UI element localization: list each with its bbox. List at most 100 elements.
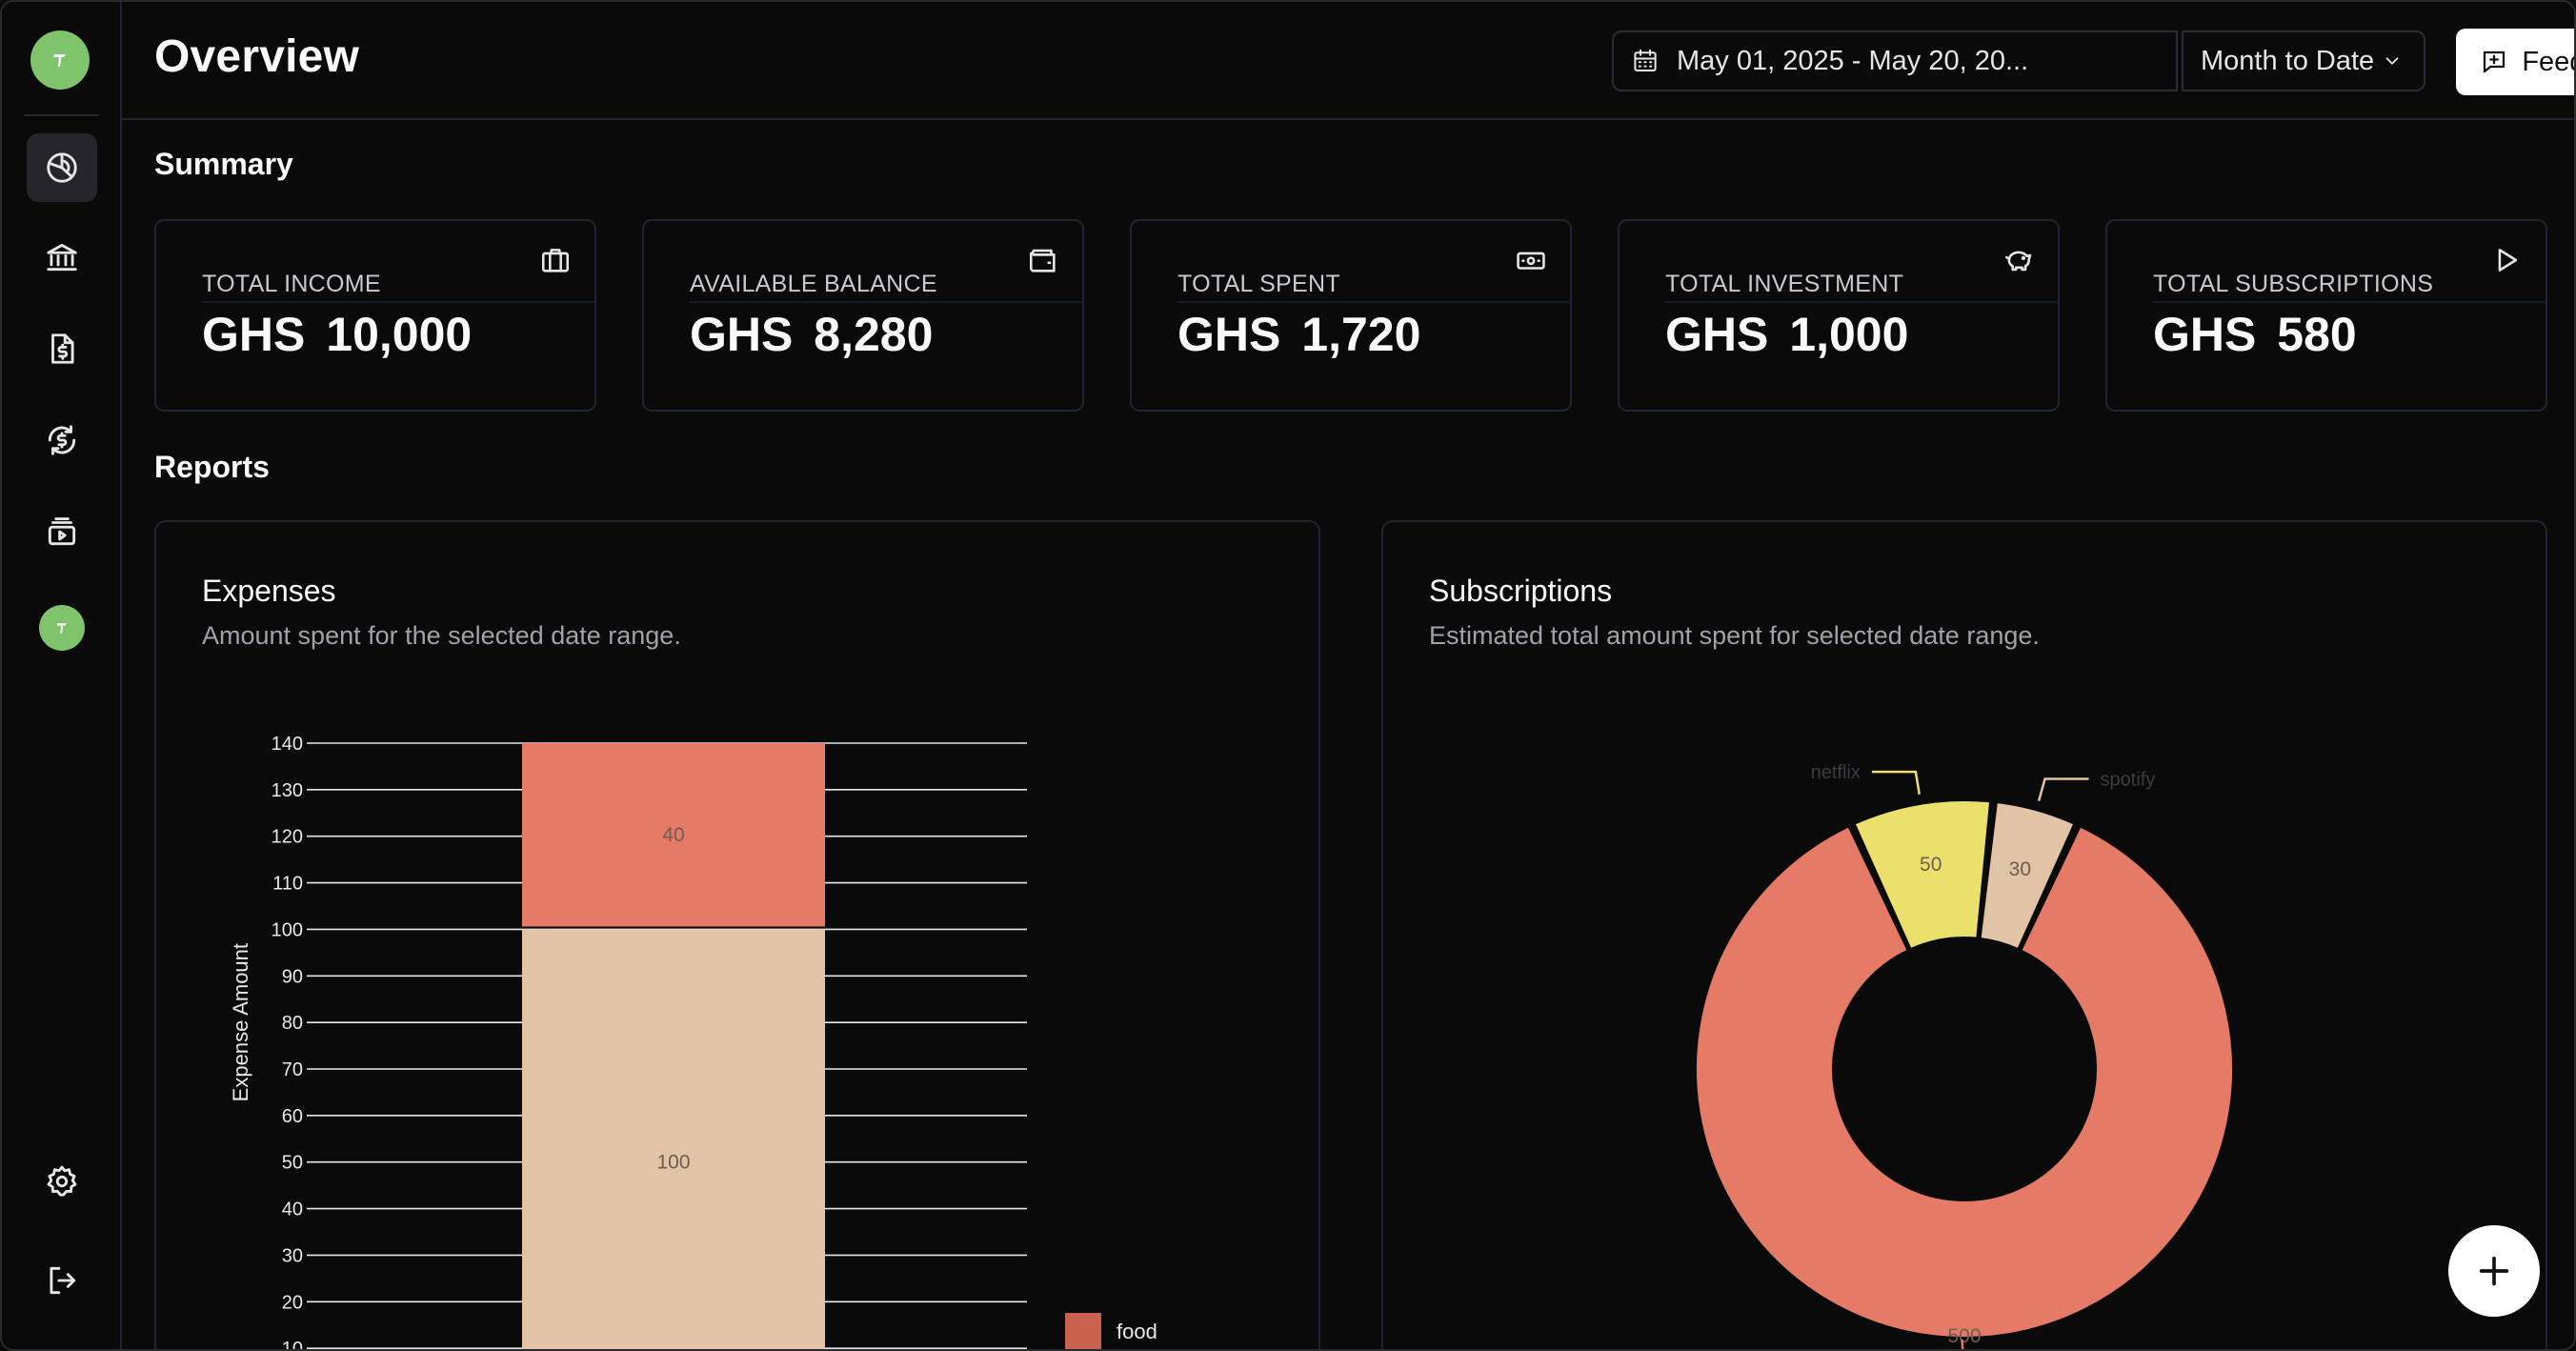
summary-card-total-spent: TOTAL SPENT GHS 1,720 [1130, 219, 1572, 412]
sidebar-item-overview[interactable] [27, 133, 97, 202]
wallet-icon [1029, 249, 1056, 272]
period-select-value: Month to Date [2201, 45, 2375, 76]
slice-name-label: netflix [1811, 762, 1861, 783]
chart-pie-icon [47, 152, 77, 183]
card-label: TOTAL INCOME [202, 271, 381, 297]
plus-icon [2479, 1256, 2509, 1286]
y-tick-label: 90 [282, 966, 303, 987]
user-avatar[interactable] [39, 605, 85, 651]
sidebar-item-logout[interactable] [27, 1246, 97, 1315]
sidebar-item-subscriptions[interactable] [27, 406, 97, 474]
card-label: TOTAL SPENT [1177, 271, 1340, 297]
y-tick-label: 30 [282, 1245, 303, 1266]
bar-data-label: 40 [662, 824, 684, 846]
slice-leader-line [2037, 777, 2089, 801]
card-divider [690, 301, 1082, 303]
summary-card-available-balance: AVAILABLE BALANCE GHS 8,280 [642, 219, 1084, 412]
top-header: Overview May 01, 2025 - May 20, 20... Mo… [122, 2, 2574, 120]
card-currency: GHS [2153, 308, 2257, 361]
y-tick-label: 10 [282, 1339, 303, 1351]
briefcase-icon [541, 249, 570, 272]
summary-card-total-investment: TOTAL INVESTMENT GHS 1,000 [1618, 219, 2060, 412]
period-select[interactable]: Month to Date [2182, 30, 2425, 91]
card-currency: GHS [690, 308, 794, 361]
card-amount: 8,280 [814, 308, 934, 361]
y-tick-label: 110 [272, 874, 303, 895]
legend-label: food [1117, 1320, 1157, 1343]
bank-icon [47, 243, 77, 272]
logo-mark-icon [53, 54, 66, 67]
card-value: GHS 8,280 [690, 307, 933, 362]
card-value: GHS 580 [2153, 307, 2357, 362]
card-amount: 10,000 [326, 308, 473, 361]
page-title: Overview [154, 31, 360, 82]
y-tick-label: 100 [272, 919, 303, 940]
date-range-picker[interactable]: May 01, 2025 - May 20, 20... [1612, 30, 2178, 91]
calendar-icon [1634, 49, 1657, 71]
subscriptions-title: Subscriptions [1429, 574, 1613, 608]
card-label: TOTAL INVESTMENT [1665, 271, 1904, 297]
message-plus-icon [2484, 50, 2506, 73]
card-currency: GHS [1665, 308, 1769, 361]
y-tick-label: 20 [282, 1292, 303, 1313]
logout-icon [50, 1266, 76, 1295]
summary-card-total-subscriptions: TOTAL SUBSCRIPTIONS GHS 580 [2105, 219, 2547, 412]
y-tick-label: 40 [282, 1200, 303, 1220]
sidebar-item-accounts[interactable] [27, 223, 97, 292]
slice-value-label: 30 [2009, 858, 2031, 880]
expenses-subtitle: Amount spent for the selected date range… [202, 621, 681, 650]
media-stack-icon [48, 517, 76, 546]
y-tick-label: 120 [272, 827, 303, 848]
subscriptions-panel: Subscriptions Estimated total amount spe… [1381, 520, 2547, 1349]
chevron-down-icon [2385, 57, 2399, 65]
card-amount: 580 [2277, 308, 2357, 361]
card-value: GHS 1,000 [1665, 307, 1908, 362]
app-logo[interactable] [30, 30, 90, 90]
y-tick-label: 140 [272, 734, 303, 755]
sidebar [2, 2, 122, 1349]
expenses-panel: Expenses Amount spent for the selected d… [154, 520, 1320, 1351]
slice-leader-line [1871, 770, 1921, 796]
slice-value-label: 50 [1920, 854, 1942, 876]
feedback-label: Feedback [2522, 46, 2574, 77]
slice-value-label: 500 [1947, 1325, 1981, 1347]
sidebar-divider [25, 114, 99, 116]
sidebar-item-media[interactable] [27, 497, 97, 566]
card-amount: 1,000 [1789, 308, 1909, 361]
y-tick-label: 60 [282, 1106, 303, 1127]
sidebar-item-expenses[interactable] [27, 314, 97, 383]
expenses-bar-chart: 10 20 30 40 50 60 70 80 90 100 110 120 130 140 Expense… [229, 734, 1157, 1351]
sidebar-item-settings[interactable] [27, 1147, 97, 1216]
slice-leader-line [1961, 1339, 1964, 1349]
expenses-title: Expenses [202, 574, 336, 608]
donut-slice [1979, 800, 2076, 951]
invoice-dollar-icon [51, 333, 74, 364]
banknote-icon [1517, 252, 1545, 270]
date-range-text: May 01, 2025 - May 20, 20... [1677, 45, 2029, 76]
card-currency: GHS [1177, 308, 1281, 361]
donut-slice [1853, 799, 1992, 951]
card-divider [1665, 301, 2058, 303]
y-tick-label: 70 [282, 1059, 303, 1080]
card-value: GHS 10,000 [202, 307, 472, 362]
legend-swatch [1065, 1313, 1101, 1349]
card-divider [2153, 301, 2546, 303]
summary-card-total-income: TOTAL INCOME GHS 10,000 [154, 219, 596, 412]
gear-icon [47, 1165, 77, 1197]
card-label: TOTAL SUBSCRIPTIONS [2153, 271, 2434, 297]
card-divider [202, 301, 594, 303]
recurring-dollar-icon [48, 425, 76, 455]
bar-data-label: 100 [656, 1152, 690, 1174]
feedback-button[interactable]: Feedback [2456, 29, 2574, 95]
add-button[interactable] [2448, 1225, 2540, 1317]
bar-segment [522, 929, 825, 1349]
y-axis-label: Expense Amount [229, 943, 252, 1101]
y-tick-label: 80 [282, 1013, 303, 1034]
play-icon [2498, 249, 2518, 272]
card-divider [1177, 301, 1570, 303]
avatar-mark-icon [56, 623, 67, 634]
donut-slice [1695, 825, 2234, 1339]
bar-segment [522, 743, 825, 927]
subscriptions-donut-chart: 500 50 netflix 30 spotify [1695, 762, 2234, 1349]
card-amount: 1,720 [1301, 308, 1421, 361]
